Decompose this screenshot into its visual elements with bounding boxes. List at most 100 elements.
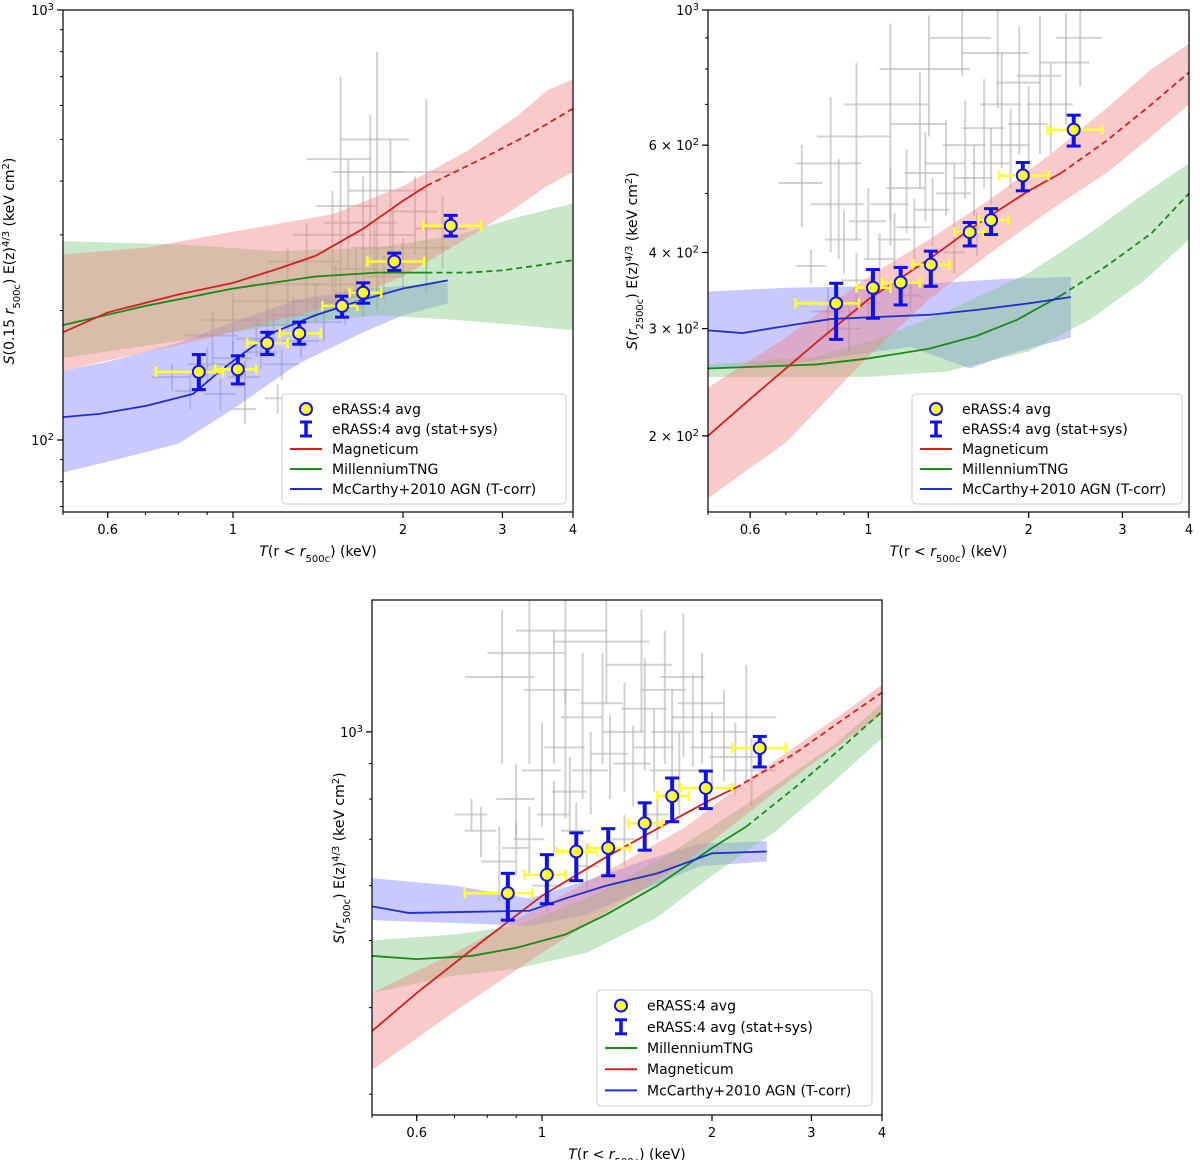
cluster-point xyxy=(201,292,261,353)
cluster-point xyxy=(228,360,261,396)
erass-averages xyxy=(154,213,483,392)
legend-label: McCarthy+2010 AGN (T-corr) xyxy=(332,482,536,498)
cluster-point xyxy=(879,15,970,137)
magneticum-line xyxy=(372,787,736,1032)
erass-avg-point xyxy=(911,249,951,288)
plot-area xyxy=(63,51,573,473)
legend-marker-icon xyxy=(614,998,628,1013)
x-tick-label: 0.6 xyxy=(97,523,118,538)
cluster-point xyxy=(1008,86,1048,169)
cluster-point xyxy=(271,297,314,336)
axis-ticks xyxy=(57,9,574,518)
cluster-point xyxy=(877,212,911,270)
legend-marker-icon xyxy=(929,402,943,416)
magneticum-line-extrapolated xyxy=(1060,71,1189,174)
legend-item: Magneticum xyxy=(290,442,419,458)
legend-box xyxy=(911,393,1183,505)
cluster-point xyxy=(464,609,535,764)
x-tick-label: 4 xyxy=(569,523,577,538)
cluster-point xyxy=(537,780,570,853)
erass-avg-point xyxy=(587,827,631,878)
cluster-point xyxy=(187,347,226,383)
legend-item: Magneticum xyxy=(920,442,1049,458)
plot-area xyxy=(372,600,882,1071)
legend-errorbar-icon xyxy=(930,420,942,438)
legend-item: MillenniumTNG xyxy=(290,462,438,478)
legend-item: eRASS:4 avg (stat+sys) xyxy=(930,420,1128,438)
erass-avg-point xyxy=(880,265,922,307)
erass-avg-point xyxy=(348,281,383,305)
cluster-point xyxy=(841,252,871,312)
erass-avg-point xyxy=(555,831,598,883)
erass-avg-point xyxy=(855,268,892,320)
cluster-point xyxy=(712,664,777,781)
erass-averages xyxy=(463,734,787,922)
cluster-point xyxy=(914,177,950,246)
axis-ticks xyxy=(702,9,1190,518)
cluster-point xyxy=(571,731,609,815)
x-tick-label: 2 xyxy=(708,1126,716,1141)
cluster-point xyxy=(816,62,891,240)
x-tick-label: 4 xyxy=(1185,523,1193,538)
cluster-point xyxy=(502,822,530,876)
cluster-point xyxy=(843,23,930,222)
millenniumtng-line-extrapolated xyxy=(1060,192,1189,297)
mccarthy-line xyxy=(63,279,448,419)
cluster-point xyxy=(544,689,585,819)
plot-frame xyxy=(62,9,574,513)
legend-item: Magneticum xyxy=(605,1062,734,1078)
cluster-point xyxy=(633,708,674,792)
y-axis-label: S(0.15 r500c) E(z)4/3 (keV cm2) xyxy=(1,158,23,365)
legend-item: eRASS:4 avg xyxy=(299,402,421,418)
cluster-point xyxy=(810,158,864,260)
cluster-point xyxy=(709,722,759,796)
legend-label: Magneticum xyxy=(647,1062,734,1078)
cluster-point xyxy=(954,145,993,216)
x-tick-label: 3 xyxy=(498,523,506,538)
axis-ticks xyxy=(366,731,883,1121)
plot-frame xyxy=(371,599,883,1116)
erass-avg-point xyxy=(977,207,1010,237)
legend-label: MillenniumTNG xyxy=(962,462,1068,478)
chart-panel-top-left: 0.6 1 2 3 4 102 103 T(r < r500c) (keV) S(0.15 r5… xyxy=(1,2,578,565)
legend-label: MillenniumTNG xyxy=(647,1041,753,1057)
legend-box xyxy=(281,393,567,505)
cluster-point xyxy=(723,737,777,807)
legend-item: McCarthy+2010 AGN (T-corr) xyxy=(920,482,1166,498)
erass-avg-point xyxy=(679,769,734,811)
y-tick-label: 3 × 102 xyxy=(649,320,699,338)
magneticum-line-extrapolated xyxy=(425,107,573,187)
erass-avg-point xyxy=(246,330,289,357)
plot-frame xyxy=(707,9,1190,513)
cluster-point xyxy=(516,600,607,704)
cluster-point xyxy=(390,176,438,255)
legend-label: eRASS:4 avg xyxy=(962,402,1051,418)
erass-avg-point xyxy=(421,213,483,238)
cluster-point xyxy=(580,652,623,764)
cluster-point xyxy=(1016,15,1061,155)
chart-panel-top-right: 0.6 1 2 3 4 2 × 102 3 × 102 4 × 102 6 × 102 103 T(… xyxy=(624,2,1194,565)
x-tick-label: 1 xyxy=(538,1126,546,1141)
cluster-point xyxy=(363,255,403,300)
mccarthy-band xyxy=(372,841,767,926)
cluster-point xyxy=(390,99,458,293)
legend: eRASS:4 avg eRASS:4 avg (stat+sys) Magneti… xyxy=(911,393,1183,505)
erass-avg-point xyxy=(953,220,986,248)
erass-avg-point xyxy=(1046,113,1104,148)
cluster-point xyxy=(651,689,692,781)
cluster-point xyxy=(251,307,294,345)
x-axis-label: T(r < r500c) (keV) xyxy=(259,544,376,565)
mccarthy-line xyxy=(372,850,767,914)
millenniumtng-line xyxy=(708,294,1062,370)
cluster-point xyxy=(890,72,947,189)
y-tick-label: 2 × 102 xyxy=(649,427,699,445)
legend-errorbar-icon xyxy=(300,420,312,438)
legend-label: eRASS:4 avg (stat+sys) xyxy=(647,1020,813,1036)
mccarthy-band xyxy=(708,276,1071,369)
individual-clusters xyxy=(454,600,777,912)
cluster-point xyxy=(795,96,862,253)
legend-label: eRASS:4 avg xyxy=(332,402,421,418)
x-tick-label: 0.6 xyxy=(740,523,761,538)
erass-avg-point xyxy=(321,294,359,319)
